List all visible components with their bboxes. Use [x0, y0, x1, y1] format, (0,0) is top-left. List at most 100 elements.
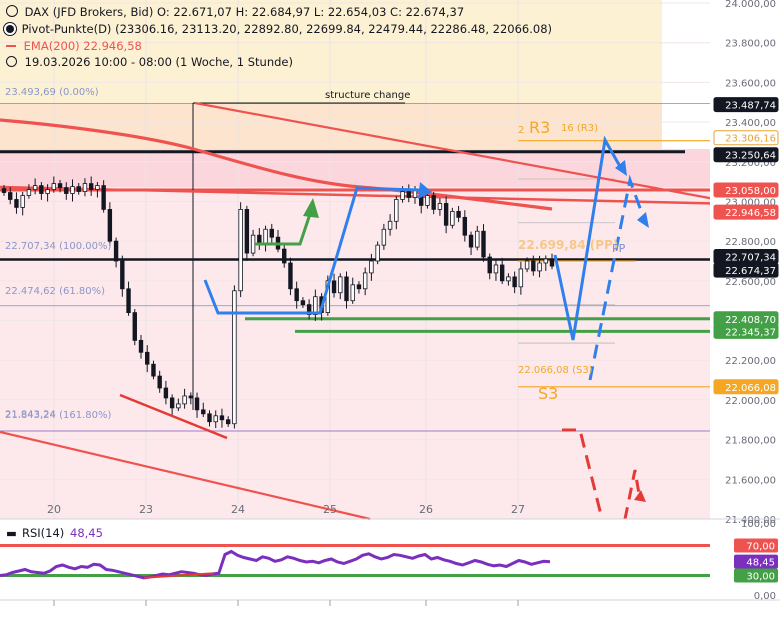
legend-line-3: EMA(200) 22.946,58 [6, 39, 142, 53]
candle-body [524, 260, 530, 270]
clock-icon [6, 56, 17, 67]
candle-body [145, 351, 150, 365]
candle-body [57, 183, 63, 188]
candle-body [76, 186, 81, 192]
zones-layer [0, 0, 710, 519]
falling-wedge-line [119, 393, 228, 440]
fib-100-label: 22.707,34 (100.00%) [5, 241, 111, 252]
candle-body [549, 258, 555, 267]
lower-channel-line [0, 430, 371, 521]
pivot-label: Pivot-Punkte(D) [21, 22, 112, 36]
candle-body [163, 387, 169, 399]
candle-body [45, 189, 50, 194]
candle-body [101, 185, 106, 210]
candle-body [219, 415, 225, 421]
price-badge-1: 23.306,16 [713, 130, 779, 146]
candle-body [425, 195, 430, 206]
price-badge-bg [713, 262, 779, 278]
candle-body [207, 413, 212, 423]
candle-body [431, 195, 436, 210]
fib-1618-overlap: 21.843,24 [5, 409, 56, 420]
rsi-swatch: ▬ [6, 526, 17, 540]
pink-zone-strong [0, 149, 710, 187]
s3-big-label: S3 [538, 384, 558, 403]
price-badge-8: 22.345,37 [713, 323, 779, 339]
candle-body [300, 300, 306, 306]
price-tick-1: 23.800,00 [725, 39, 776, 50]
blue-forecast-up [553, 135, 624, 341]
pink-zone [0, 149, 710, 519]
r3-big-label: R3 [529, 118, 550, 137]
candle-body [120, 260, 125, 290]
rsi-bg [0, 523, 780, 598]
candle-body [182, 395, 187, 405]
time-label-5: 27 [511, 503, 525, 516]
orange-zone [0, 103, 662, 149]
price-badge-text: 23.058,00 [725, 186, 776, 197]
r3-suffix: 16 (R3) [561, 123, 598, 134]
candle-body [39, 185, 44, 194]
time-label-1: 23 [139, 503, 153, 516]
green-arrow-path [255, 213, 312, 246]
blue-path-left-arrow [418, 182, 432, 199]
legend-line-1: DAX (JFD Brokers, Bid) O: 22.671,07 H: 2… [6, 5, 464, 19]
price-tick-10: 22.000,00 [725, 396, 776, 407]
price-badge-5: 22.707,34 [713, 249, 779, 265]
rsi-label: RSI(14) [22, 526, 64, 540]
candle-body [151, 363, 156, 377]
rsi-badge-bg-0 [734, 538, 778, 553]
candle-body [462, 216, 468, 236]
candle-body [1, 188, 7, 193]
rsi-tick-100: 100,00 [741, 519, 776, 530]
time-range: 19.03.2026 10:00 - 08:00 (1 Woche, 1 Stu… [24, 55, 293, 69]
rsi-badge-text-2: 30,00 [746, 572, 775, 583]
structure-change-label: structure change [325, 90, 410, 101]
candle-body [400, 191, 405, 200]
red-dashed-down [562, 428, 604, 520]
trend-line-upper-start [0, 185, 780, 207]
candle-body [176, 403, 181, 409]
candle-body [362, 272, 368, 290]
price-badge-7: 22.408,70 [713, 311, 779, 327]
candle-body [194, 397, 200, 411]
candle-body [126, 288, 131, 313]
rsi-badge-bg-1 [734, 554, 778, 569]
s3-label: 22.066,08 (S3) [518, 365, 593, 376]
candle-body [537, 262, 542, 272]
candle-body [225, 419, 231, 425]
rsi-tick-0: 0,00 [754, 591, 776, 602]
candle-body [487, 256, 492, 274]
candle-body [493, 264, 499, 274]
price-tick-7: 22.600,00 [725, 277, 776, 288]
instrument-name: DAX (JFD Brokers, Bid) [24, 5, 154, 19]
price-badge-text: 22.066,08 [725, 383, 776, 394]
price-tick-4: 23.200,00 [725, 158, 776, 169]
candle-body [213, 415, 218, 423]
time-label-0: 20 [47, 503, 61, 516]
pp-label: 22.699,84 (PP) [518, 238, 618, 252]
candle-body [313, 296, 318, 315]
candle-body [70, 186, 75, 194]
candle-body [506, 276, 511, 282]
red-dashed-down-2 [623, 469, 642, 520]
pivot-values: (23306.16, 23113.20, 22892.80, 22699.84,… [115, 22, 553, 36]
blue-dashed-head [637, 212, 649, 228]
overlays-layer: structure change 23.493,69 (0.00%) 22.707,… [5, 87, 649, 520]
candle-body [381, 228, 387, 246]
price-badge-text: 22.345,37 [725, 327, 776, 338]
ema200-line [0, 118, 553, 211]
time-label-3: 25 [323, 503, 337, 516]
candle-body [288, 262, 293, 290]
rsi-divergence-line [143, 572, 215, 579]
candle-body [20, 195, 25, 208]
ema-label: EMA(200) [23, 39, 80, 53]
blue-forecast-up-head [615, 160, 627, 176]
ema-swatch [6, 45, 16, 47]
candle-body [250, 234, 256, 254]
candle-body [499, 264, 505, 282]
candle-body [475, 230, 480, 248]
price-tick-3: 23.400,00 [725, 118, 776, 129]
price-badge-2: 23.250,64 [713, 147, 779, 163]
fib-1618-label: 21.843,24 (161.80%) [5, 410, 111, 421]
rsi-badge-text-0: 70,00 [746, 542, 775, 553]
